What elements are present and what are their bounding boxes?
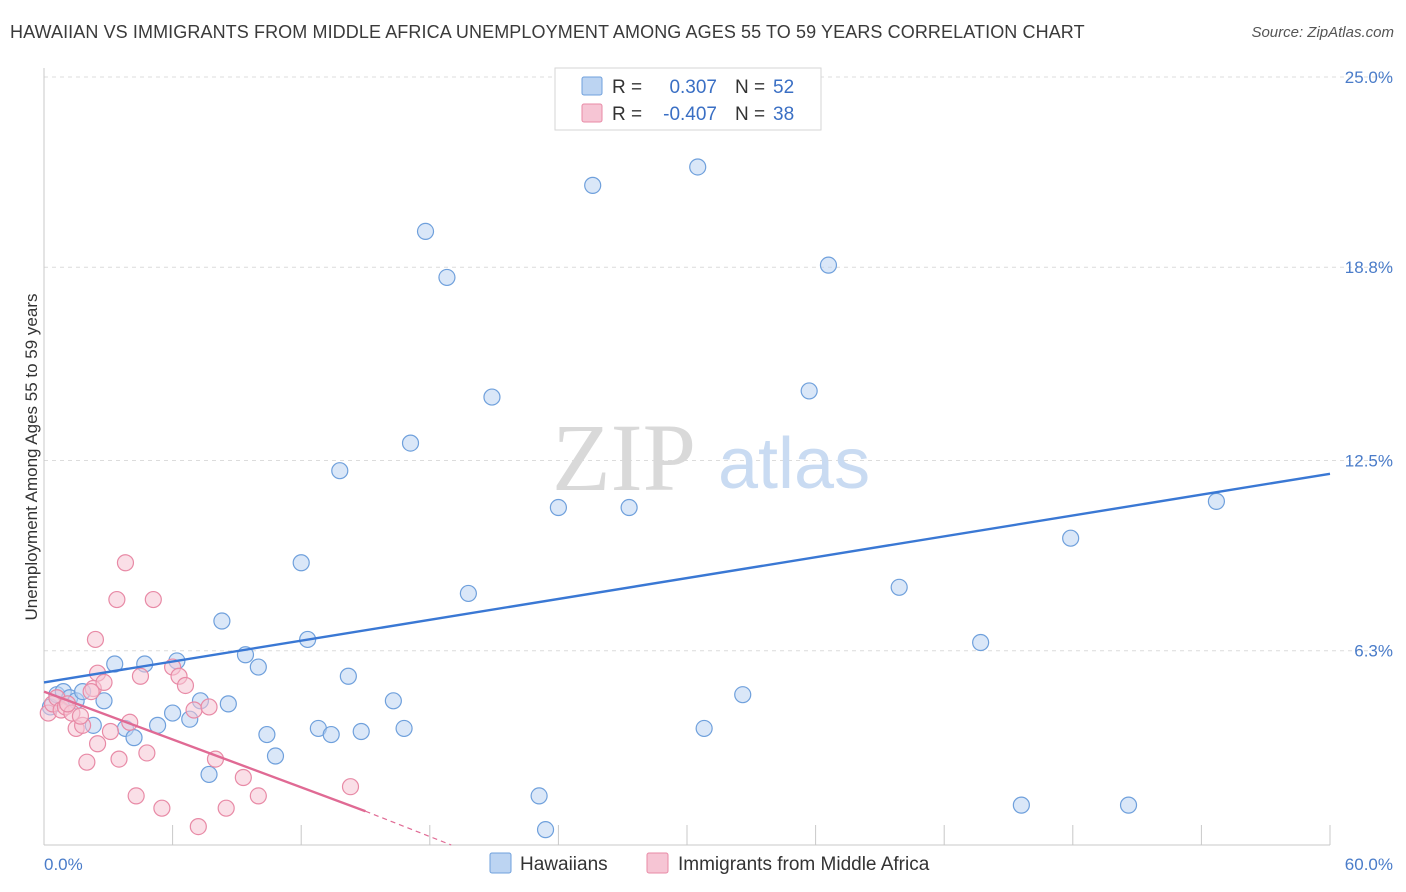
middle-africa-trend-line: [43, 690, 366, 813]
middle-africa-point-13: [82, 682, 100, 701]
hawaiians-point-42: [620, 498, 638, 517]
hawaiians-point-34: [416, 222, 435, 240]
hawaiians-point-45: [734, 686, 752, 704]
middle-africa-point-36: [341, 778, 360, 796]
middle-africa-point-9: [78, 753, 96, 771]
hawaiians-point-17: [200, 765, 218, 784]
hawaiians-point-53: [1207, 492, 1226, 510]
x-tick-label-1: 60.0%: [1345, 855, 1393, 874]
hawaiians-point-30: [352, 722, 370, 741]
hawaiians-point-43: [689, 158, 707, 176]
middle-africa-point-28: [176, 676, 195, 695]
hawaiians-point-51: [1062, 529, 1080, 547]
series-legend: Hawaiians Immigrants from Middle Africa: [489, 852, 930, 875]
bottom-legend-middle-africa: Immigrants from Middle Africa: [678, 854, 930, 875]
middle-africa-point-25: [153, 799, 171, 817]
watermark-zip: ZIP: [552, 404, 696, 511]
hawaiians-point-48: [890, 578, 908, 596]
bottom-legend-hawaiians: Hawaiians: [520, 854, 608, 875]
bottom-legend-swatch-hawaiians: [489, 852, 512, 874]
hawaiians-point-18: [213, 612, 231, 630]
tick-labels: 6.3% 12.5% 18.8% 25.0% 0.0% 60.0%: [44, 68, 1393, 874]
x-tick-label-0: 0.0%: [44, 855, 83, 874]
middle-africa-point-15: [108, 590, 126, 609]
legend-r-value-2: -0.407: [663, 104, 717, 125]
middle-africa-point-8: [71, 707, 90, 725]
hawaiians-point-21: [249, 658, 267, 676]
middle-africa-point-23: [138, 744, 156, 762]
hawaiians-point-52: [1119, 796, 1138, 814]
y-tick-label-1: 12.5%: [1345, 452, 1393, 471]
hawaiians-point-41: [584, 176, 602, 194]
trend-lines: [43, 472, 1331, 846]
hawaiians-point-39: [536, 821, 555, 839]
chart-title: HAWAIIAN VS IMMIGRANTS FROM MIDDLE AFRIC…: [10, 22, 1085, 42]
legend-swatch-hawaiians: [581, 76, 603, 96]
middle-africa-point-16: [88, 735, 107, 753]
hawaiians-point-47: [819, 256, 838, 274]
middle-africa-point-22: [131, 667, 150, 685]
hawaiians-point-13: [164, 704, 182, 722]
y-tick-label-0: 6.3%: [1354, 642, 1393, 661]
hawaiians-point-29: [339, 667, 357, 685]
legend-r-value-1: 0.307: [669, 77, 717, 98]
y-tick-label-3: 25.0%: [1345, 68, 1393, 87]
legend-n-label-1: N =: [735, 77, 765, 98]
correlation-legend: R = 0.307 N = 52 R = -0.407 N = 38: [554, 67, 822, 131]
hawaiians-trend-line: [43, 472, 1331, 684]
middle-africa-point-34: [234, 768, 252, 787]
hawaiians-point-10: [125, 729, 143, 747]
middle-africa-point-14: [101, 722, 120, 741]
grid-lines: [44, 76, 1393, 652]
hawaiians-point-25: [292, 554, 310, 572]
middle-africa-point-30: [189, 817, 207, 836]
middle-africa-point-17: [86, 630, 105, 649]
hawaiians-point-28: [331, 462, 349, 480]
legend-swatch-middle-africa: [581, 103, 603, 123]
legend-n-value-1: 52: [773, 77, 794, 98]
hawaiians-point-49: [972, 633, 990, 652]
middle-africa-point-33: [217, 799, 235, 817]
middle-africa-point-35: [249, 787, 267, 805]
middle-africa-point-21: [127, 787, 145, 805]
hawaiians-point-27: [322, 725, 340, 744]
hawaiians-point-46: [800, 382, 818, 400]
hawaiians-point-23: [266, 747, 285, 765]
middle-africa-point-12: [95, 673, 113, 691]
hawaiians-point-50: [1012, 796, 1030, 814]
middle-africa-point-24: [144, 590, 162, 609]
hawaiians-point-7: [95, 692, 113, 710]
y-tick-label-2: 18.8%: [1345, 258, 1393, 277]
legend-r-label-2: R =: [612, 104, 642, 125]
hawaiians-point-33: [401, 434, 420, 452]
hawaiians-point-40: [549, 498, 568, 517]
hawaiians-point-35: [438, 268, 456, 287]
hawaiians-point-19: [219, 695, 237, 713]
middle-africa-point-31: [200, 698, 218, 716]
source-credit: Source: ZipAtlas.com: [1251, 24, 1394, 41]
watermark-atlas: atlas: [718, 424, 870, 504]
middle-africa-trend-extension: [365, 810, 452, 846]
hawaiians-point-38: [530, 787, 548, 805]
hawaiians-point-36: [459, 584, 477, 603]
legend-n-label-2: N =: [735, 104, 765, 125]
legend-r-label-1: R =: [612, 77, 642, 98]
y-axis-title: Unemployment Among Ages 55 to 59 years: [22, 294, 41, 621]
middle-africa-point-18: [110, 750, 128, 768]
legend-n-value-2: 38: [773, 104, 794, 125]
hawaiians-point-31: [384, 692, 402, 710]
bottom-legend-swatch-middle-africa: [646, 852, 669, 874]
middle-africa-point-19: [116, 554, 135, 572]
hawaiians-point-22: [258, 725, 276, 744]
hawaiians-point-37: [483, 388, 501, 406]
middle-africa-point-29: [185, 701, 203, 719]
hawaiians-point-32: [395, 719, 413, 738]
hawaiians-point-44: [695, 719, 713, 738]
